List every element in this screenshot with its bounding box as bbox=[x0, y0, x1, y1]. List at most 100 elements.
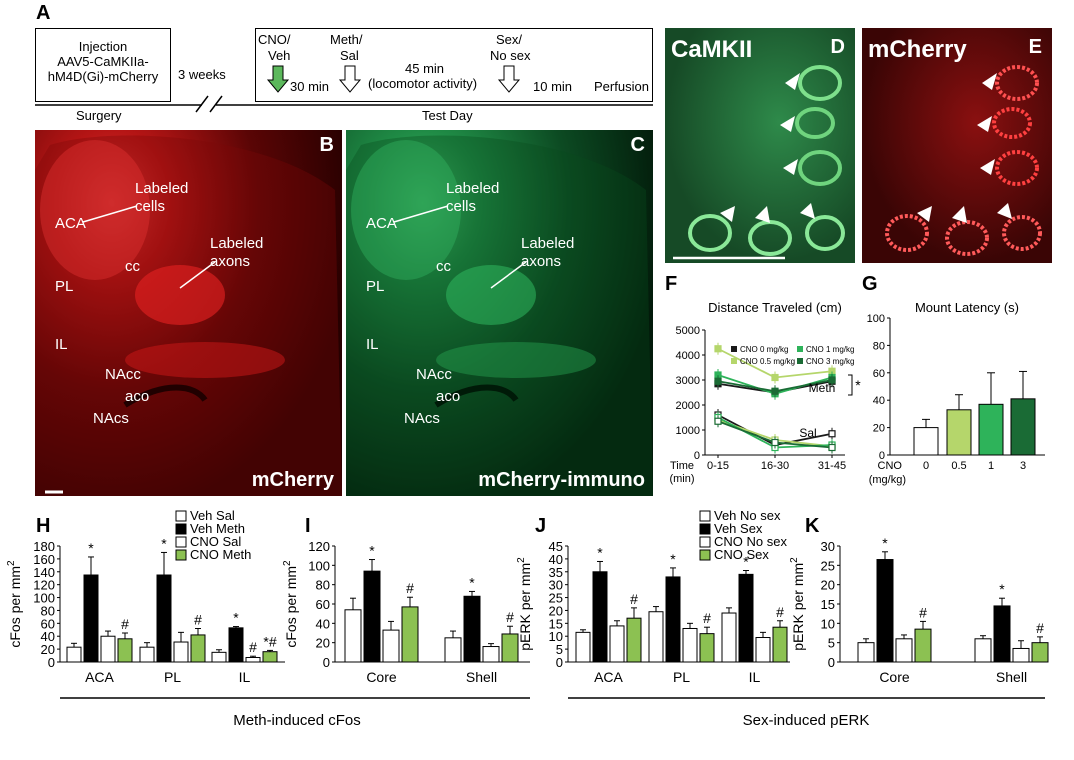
chart-F-point bbox=[828, 443, 836, 452]
chart-I-xtick-label: Shell bbox=[466, 669, 497, 685]
injection-line1: Injection bbox=[78, 39, 128, 54]
chart-K-xtick-label: Shell bbox=[996, 669, 1027, 685]
chart-K-sig-mark: # bbox=[1036, 620, 1044, 636]
label-cells-C: Labeled cells bbox=[446, 180, 500, 215]
chart-H-ytick-label: 160 bbox=[33, 552, 55, 567]
test-day-label: Test Day bbox=[422, 108, 473, 123]
meth-label-1: Meth/ bbox=[330, 32, 363, 47]
sex-label-2: No sex bbox=[490, 48, 531, 63]
sex-arrow-icon bbox=[497, 65, 521, 93]
chart-F-point bbox=[828, 376, 836, 384]
timeline-break-2 bbox=[209, 95, 223, 113]
chart-J-ytick-label: 25 bbox=[549, 591, 563, 606]
chart-H-ytick-label: 20 bbox=[41, 642, 55, 657]
chart-K-ylabel-sup: 2 bbox=[789, 557, 800, 563]
chart-J-xtick-label: ACA bbox=[594, 669, 623, 685]
chart-H-legend-swatch bbox=[175, 549, 187, 561]
brain-outline-C bbox=[346, 135, 653, 496]
chart-J-legend-swatch bbox=[699, 523, 711, 535]
chart-J-bar bbox=[699, 633, 715, 663]
chart-H-bar bbox=[156, 574, 172, 663]
injection-box: Injection AAV5-CaMKIIa- hM4D(Gi)-mCherry bbox=[35, 28, 171, 102]
image-B-mcherry: Labeled cells Labeled axons ACA cc PL IL… bbox=[35, 130, 342, 496]
chart-J-ytick-label: 40 bbox=[549, 552, 563, 567]
chart-J-legend-label: Veh No sex bbox=[714, 508, 781, 523]
chart-J-ytick-label: 15 bbox=[549, 616, 563, 631]
panel-label-F: F bbox=[665, 273, 677, 295]
chart-H-sig-mark: # bbox=[194, 611, 202, 627]
chart-G-bar bbox=[1010, 398, 1036, 456]
surgery-label: Surgery bbox=[76, 108, 122, 123]
chart-H-bar bbox=[190, 634, 206, 663]
caption-E: mCherry bbox=[868, 36, 967, 63]
chart-I-ylabel-sup: 2 bbox=[282, 560, 293, 566]
chart-H-legend-label: CNO Sal bbox=[190, 534, 241, 549]
chart-J-ytick-label: 45 bbox=[549, 539, 563, 554]
label-aca-C: ACA bbox=[366, 215, 397, 232]
chart-F-xlabel-unit: (min) bbox=[669, 473, 694, 485]
chart-F-bracket bbox=[848, 374, 853, 396]
chart-G-ytick-label: 100 bbox=[867, 313, 885, 325]
chart-J-sig-mark: # bbox=[776, 604, 784, 620]
chart-H-bar bbox=[211, 651, 227, 663]
chart-I-ytick-label: 100 bbox=[308, 558, 330, 573]
chart-F-point bbox=[771, 373, 779, 382]
chart-H-legend-label: CNO Meth bbox=[190, 547, 251, 562]
label-pl-B: PL bbox=[55, 278, 74, 295]
chart-H-legend-label: Veh Sal bbox=[190, 508, 235, 523]
meth-label-2: Sal bbox=[340, 48, 359, 63]
cno-arrow-icon bbox=[266, 65, 290, 93]
chart-G-xtick-label: 0.5 bbox=[951, 460, 966, 472]
label-aco-C: aco bbox=[436, 388, 461, 405]
caption-D: CaMKII bbox=[671, 36, 753, 63]
chart-I-ylabel: cFos per mm2 bbox=[282, 560, 299, 648]
meth-arrow-icon bbox=[338, 65, 362, 93]
chart-K-ytick-label: 30 bbox=[821, 539, 835, 554]
chart-H-legend-swatch bbox=[175, 510, 187, 522]
panel-label-B: B bbox=[319, 134, 334, 156]
chart-H-bar bbox=[228, 627, 244, 663]
injection-line2: AAV5-CaMKIIa- bbox=[57, 54, 149, 69]
chart-F-legend-swatch bbox=[797, 346, 803, 352]
label-nacs-C: NAcs bbox=[404, 410, 440, 427]
panel-label-C: C bbox=[630, 134, 645, 156]
locomotor-label: (locomotor activity) bbox=[368, 76, 478, 91]
chart-F-xtick-label: 0-15 bbox=[707, 460, 729, 472]
chart-K-ytick-label: 10 bbox=[821, 616, 835, 631]
chart-F-xtick-label: 16-30 bbox=[761, 460, 789, 472]
cno-label-2: Veh bbox=[268, 48, 291, 63]
chart-K-ytick-label: 20 bbox=[821, 578, 835, 593]
chart-G-bar bbox=[978, 403, 1004, 456]
chart-H-ytick-label: 0 bbox=[48, 655, 55, 670]
chart-J-bar bbox=[648, 611, 664, 663]
chart-F-ytick-label: 0 bbox=[694, 450, 700, 462]
chart-H-ylabel-sup: 2 bbox=[6, 560, 17, 566]
chart-I-ytick-label: 80 bbox=[316, 578, 330, 593]
group-label-sex: Sex-induced pERK bbox=[743, 712, 870, 729]
chart-K-ylabel: pERK per mm2 bbox=[789, 557, 806, 651]
image-D-camkii: CaMKII D bbox=[665, 28, 855, 263]
chart-F-ytick-label: 5000 bbox=[676, 325, 700, 337]
panel-label-J: J bbox=[535, 515, 546, 537]
brain-outline-B bbox=[35, 135, 342, 496]
label-aco-B: aco bbox=[125, 388, 150, 405]
chart-I-sig-mark: * bbox=[469, 574, 475, 590]
label-cells-B: Labeled cells bbox=[135, 180, 189, 215]
chart-H-bar bbox=[100, 635, 116, 663]
chart-K-ytick-label: 0 bbox=[828, 655, 835, 670]
chart-F-legend-label: CNO 1 mg/kg bbox=[806, 345, 854, 354]
label-pl-C: PL bbox=[366, 278, 385, 295]
chart-K-bar bbox=[876, 559, 894, 663]
chart-H-ytick-label: 80 bbox=[41, 603, 55, 618]
label-il-C: IL bbox=[366, 336, 379, 353]
chart-I-ytick-label: 60 bbox=[316, 597, 330, 612]
chart-H-bar bbox=[173, 641, 189, 663]
chart-F-ytick-label: 2000 bbox=[676, 400, 700, 412]
chart-F-xtick-label: 31-45 bbox=[818, 460, 846, 472]
label-nacc-B: NAcc bbox=[105, 366, 141, 383]
panel-label-K: K bbox=[805, 515, 820, 537]
group-label-meth: Meth-induced cFos bbox=[233, 712, 361, 729]
chart-H-ytick-label: 100 bbox=[33, 591, 55, 606]
chart-H-sig-mark: # bbox=[249, 639, 257, 655]
chart-K-sig-mark: * bbox=[882, 535, 888, 551]
